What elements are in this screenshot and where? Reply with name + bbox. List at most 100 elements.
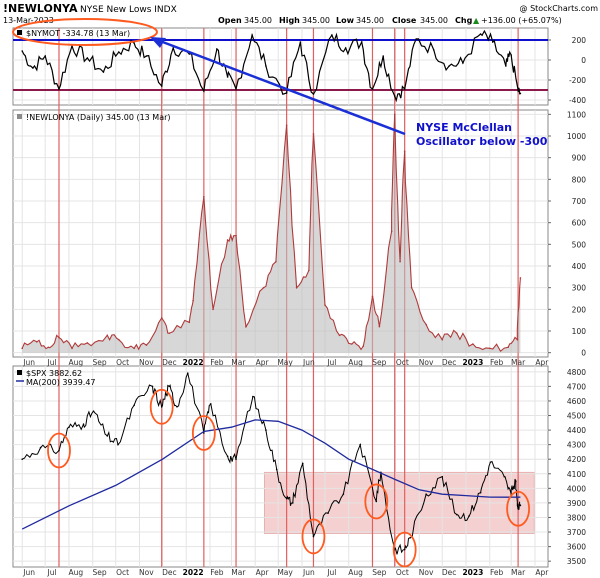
y-tick-label: 600 xyxy=(572,219,587,228)
nymot-point xyxy=(382,55,385,57)
x-tick-label: Apr xyxy=(535,568,549,577)
new-lows-point xyxy=(35,341,38,343)
new-lows-point xyxy=(399,260,401,263)
spx-point xyxy=(39,446,42,449)
x-tick-label: Apr xyxy=(256,568,270,577)
new-lows-point xyxy=(350,343,353,345)
spx-point xyxy=(106,435,109,437)
x-tick-label: Mar xyxy=(231,358,246,367)
highlight-circle xyxy=(364,483,389,520)
x-tick-label: Mar xyxy=(511,568,526,577)
new-lows-point xyxy=(308,269,310,272)
nymot-point xyxy=(117,51,120,53)
x-tick-label: 2022 xyxy=(183,358,204,367)
y-tick-label: 0 xyxy=(581,56,586,65)
series-ma200-line xyxy=(21,419,521,530)
x-tick-label: Nov xyxy=(139,568,154,577)
panel-frame-spx xyxy=(12,365,549,568)
series-layer xyxy=(13,29,548,555)
new-lows-point xyxy=(362,345,365,347)
nymot-point xyxy=(505,65,507,67)
new-lows-point xyxy=(378,325,381,328)
x-tick-label: Feb xyxy=(210,568,224,577)
spx-point xyxy=(275,468,278,471)
new-lows-point xyxy=(295,286,298,289)
new-lows-point xyxy=(245,325,247,328)
x-tick-label: Sep xyxy=(372,568,386,577)
x-tick-label: Jun xyxy=(302,568,315,577)
spx-point xyxy=(455,513,458,516)
new-lows-point xyxy=(58,336,60,339)
spx-point xyxy=(359,443,362,446)
x-tick-label: Feb xyxy=(490,568,504,577)
nymot-point xyxy=(216,48,218,50)
new-lows-point xyxy=(168,332,171,334)
new-lows-point xyxy=(371,295,374,298)
y-tick-label: 4300 xyxy=(567,441,586,450)
y-tick-label: 4600 xyxy=(567,397,586,406)
x-tick-label: Oct xyxy=(396,358,409,367)
new-lows-point xyxy=(275,260,277,263)
nymot-point xyxy=(344,47,347,49)
spx-point xyxy=(519,504,522,507)
header-open-value: 345.00 xyxy=(244,16,272,25)
y-tick-label: -200 xyxy=(569,76,586,85)
spx-point xyxy=(375,500,378,503)
new-lows-point xyxy=(312,133,315,135)
annotation-arrowhead-icon xyxy=(150,37,166,48)
spx-point xyxy=(168,385,171,388)
header-high-value: 345.00 xyxy=(302,16,330,25)
spx-point xyxy=(203,432,205,434)
spx-point xyxy=(92,410,95,412)
header-high-label: High xyxy=(279,16,300,25)
spx-point xyxy=(133,404,135,407)
new-lows-point xyxy=(145,344,148,346)
spx-point xyxy=(160,405,163,408)
top-legend-text: $NYMOT -334.78 (13 Mar) xyxy=(26,29,130,38)
nymot-point xyxy=(331,34,333,36)
x-tick-label: Feb xyxy=(210,358,224,367)
header-chg-arrow-icon: ▲ xyxy=(473,16,480,25)
new-lows-point xyxy=(390,230,393,233)
spx-point xyxy=(503,475,506,478)
spx-point xyxy=(291,502,294,504)
y-tick-label: 3700 xyxy=(567,528,586,537)
spx-point xyxy=(186,372,189,375)
y-tick-label: 3500 xyxy=(567,557,586,566)
series-spx-line xyxy=(21,371,521,555)
nymot-point xyxy=(492,41,494,43)
x-tick-label: Oct xyxy=(116,358,129,367)
middle-legend: !NEWLONYA (Daily) 345.00 (13 Mar) xyxy=(17,113,171,122)
spx-point xyxy=(515,480,517,482)
x-tick-label: Nov xyxy=(419,358,434,367)
header-copyright: @ StockCharts.com xyxy=(520,4,599,13)
y-tick-label: 3600 xyxy=(567,543,586,552)
spx-point xyxy=(489,461,492,463)
x-tick-label: Sep xyxy=(93,358,107,367)
annotation-line1: NYSE McClellan xyxy=(416,121,512,134)
nymot-point xyxy=(32,67,34,69)
middle-legend-text: !NEWLONYA (Daily) 345.00 (13 Mar) xyxy=(26,113,171,122)
y-tick-label: -400 xyxy=(569,96,586,105)
y-tick-label: 0 xyxy=(581,349,586,358)
x-tick-label: Jun xyxy=(22,568,35,577)
x-tick-label: Aug xyxy=(348,358,363,367)
spx-point xyxy=(403,548,406,551)
nymot-point xyxy=(172,47,174,49)
spx-point xyxy=(517,507,519,510)
x-tick-label: Jul xyxy=(47,358,57,367)
nymot-point xyxy=(510,54,513,56)
nymot-point xyxy=(58,88,60,90)
nymot-point xyxy=(360,41,363,43)
spx-point xyxy=(82,423,85,426)
x-tick-label: Mar xyxy=(231,568,246,577)
series-new-lows-area xyxy=(22,114,521,353)
y-tick-label: 4000 xyxy=(567,484,586,493)
nymot-point xyxy=(86,57,89,59)
y-tick-label: 1100 xyxy=(567,110,586,119)
y-tick-label: 200 xyxy=(572,305,587,314)
spx-point xyxy=(252,395,254,398)
new-lows-point xyxy=(235,234,237,237)
legend-highlight-ellipse xyxy=(12,18,158,46)
